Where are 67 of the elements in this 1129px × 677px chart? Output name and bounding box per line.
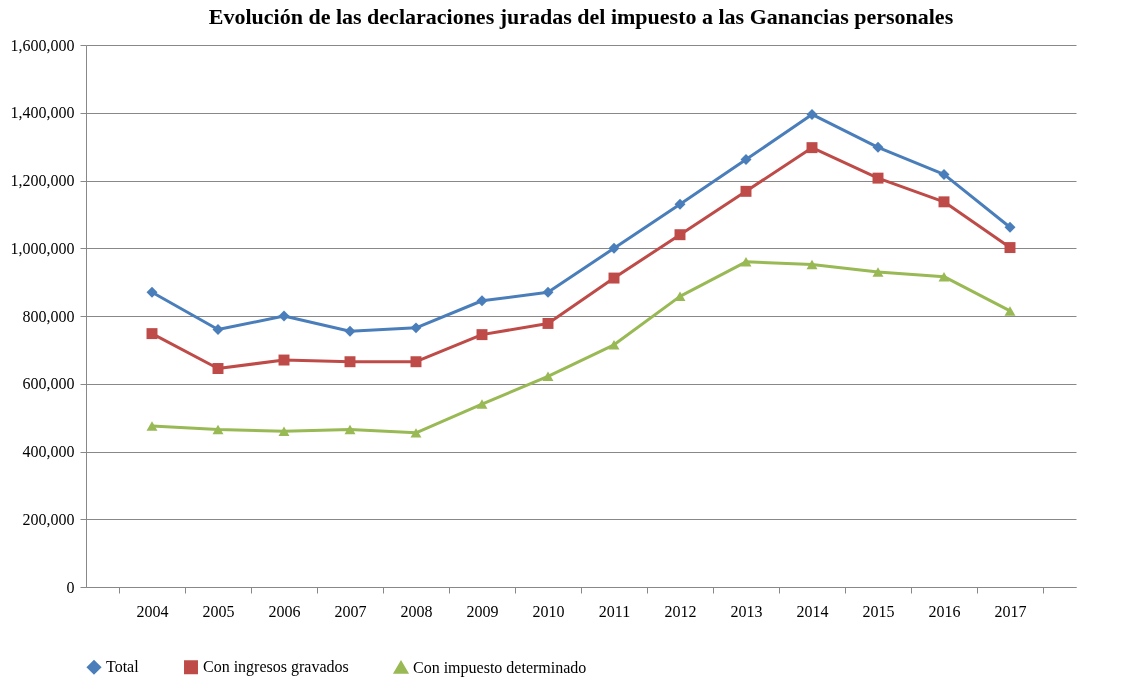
point [872,267,884,277]
point [938,168,950,180]
point [476,295,488,307]
y-tick-label: 800,000 [22,307,75,325]
point [542,317,554,329]
point [476,399,488,409]
x-tick-label: 2011 [598,602,631,620]
x-tick-label: 2007 [334,602,367,620]
y-tick-label: 1,600,000 [10,36,75,54]
point [608,242,620,254]
x-tick-label: 2006 [268,602,301,620]
legend-label: Con ingresos gravados [203,658,349,677]
y-tick-label: 600,000 [22,375,75,393]
legend-label: Con impuesto determinado [413,658,587,677]
point [476,329,488,341]
y-tick-label: 1,200,000 [10,172,75,189]
y-tick-label: 200,000 [22,510,75,528]
point [1004,242,1016,254]
point [740,185,752,197]
point [278,426,290,436]
point [608,272,620,284]
point [410,322,422,334]
x-tick-label: 2004 [136,602,169,620]
point [212,324,224,336]
point [806,142,818,154]
point [344,424,356,435]
x-tick-label: 2017 [994,602,1027,620]
point [212,424,224,435]
x-tick-label: 2015 [862,602,895,620]
point [872,141,884,153]
point [212,363,224,374]
y-tick-label: 0 [66,578,75,596]
point [938,196,950,208]
point [278,310,290,322]
y-tick-label: 1,000,000 [10,239,75,257]
point [1004,306,1016,316]
point [806,108,818,120]
x-tick-label: 2010 [532,602,565,620]
y-tick-label: 400,000 [22,443,75,460]
legend-label: Total [106,658,140,676]
point [674,198,686,210]
point [146,421,158,431]
x-tick-label: 2009 [466,602,499,620]
point [278,354,290,366]
point [146,286,158,298]
point [674,229,686,241]
x-tick-label: 2008 [400,602,433,620]
point [146,328,158,340]
x-tick-label: 2013 [730,602,763,620]
point [1004,221,1016,233]
chart-title: Evolución de las declaraciones juradas del impuesto a las Ganancias personales [208,4,954,29]
point [410,356,422,368]
y-tick-label: 1,400,000 [10,104,75,122]
point [542,286,554,298]
point [806,259,818,270]
point [344,356,356,368]
point [410,428,422,438]
x-tick-label: 2014 [796,602,829,620]
point [740,257,752,267]
point [608,340,620,350]
x-tick-label: 2016 [928,602,961,620]
x-tick-label: 2005 [202,602,235,620]
point [872,172,884,184]
x-tick-label: 2012 [664,602,697,620]
point [344,325,356,337]
point [542,371,554,382]
point [740,154,752,165]
